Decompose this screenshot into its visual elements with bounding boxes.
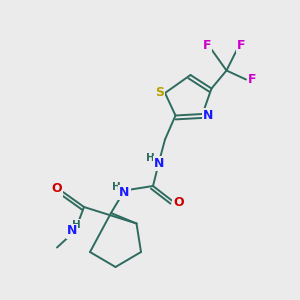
Text: F: F	[203, 39, 211, 52]
Text: O: O	[52, 182, 62, 196]
Text: F: F	[248, 73, 256, 86]
Text: N: N	[119, 185, 130, 199]
Text: F: F	[237, 39, 246, 52]
Text: N: N	[203, 109, 214, 122]
Text: O: O	[173, 196, 184, 209]
Text: H: H	[146, 153, 155, 164]
Text: S: S	[155, 86, 164, 100]
Text: H: H	[72, 220, 81, 230]
Text: N: N	[154, 157, 164, 170]
Text: H: H	[112, 182, 121, 192]
Text: N: N	[67, 224, 77, 238]
